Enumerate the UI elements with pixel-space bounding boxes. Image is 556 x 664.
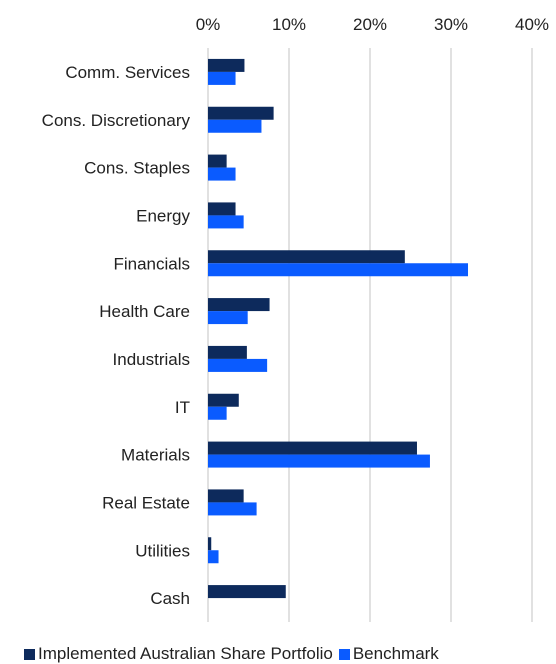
category-label: Comm. Services	[65, 63, 190, 82]
legend: Implemented Australian Share Portfolio B…	[24, 644, 445, 664]
x-tick-label: 40%	[515, 15, 549, 34]
category-label: Cash	[150, 589, 190, 608]
category-label: Cons. Discretionary	[42, 111, 191, 130]
gridlines	[207, 48, 533, 622]
bar-portfolio	[208, 202, 236, 216]
category-label: Materials	[121, 446, 190, 465]
bar-portfolio	[208, 489, 244, 503]
category-label: Utilities	[135, 541, 190, 560]
legend-label-benchmark: Benchmark	[352, 644, 439, 663]
bar-benchmark	[208, 454, 430, 468]
bar-benchmark	[208, 215, 244, 229]
x-axis-ticks: 0% 10% 20% 30% 40%	[196, 15, 549, 34]
category-labels: Comm. Services Cons. Discretionary Cons. S…	[42, 63, 191, 608]
bar-chart: 0% 10% 20% 30% 40% Comm. Services Cons. Discr…	[42, 15, 549, 622]
legend-swatch-benchmark	[338, 648, 350, 660]
x-tick-label: 20%	[353, 15, 387, 34]
bar-benchmark	[208, 311, 248, 325]
category-label: Industrials	[113, 350, 190, 369]
bar-portfolio	[208, 154, 227, 168]
category-label: Energy	[136, 206, 190, 225]
legend-item-benchmark: Benchmark	[338, 644, 439, 664]
bar-portfolio	[208, 441, 417, 455]
x-tick-label: 0%	[196, 15, 221, 34]
bar-portfolio	[208, 250, 405, 264]
bar-benchmark	[208, 119, 262, 133]
bar-portfolio	[208, 537, 212, 551]
bar-portfolio	[208, 345, 247, 359]
category-label: Real Estate	[102, 493, 190, 512]
bar-portfolio	[208, 585, 286, 599]
legend-item-portfolio: Implemented Australian Share Portfolio	[24, 644, 333, 664]
bar-benchmark	[208, 358, 268, 372]
bar-benchmark	[208, 550, 219, 564]
legend-label-portfolio: Implemented Australian Share Portfolio	[38, 644, 333, 663]
bar-benchmark	[208, 71, 236, 85]
bar-portfolio	[208, 58, 245, 72]
legend-swatch-portfolio	[24, 648, 35, 660]
x-tick-label: 30%	[434, 15, 468, 34]
bar-benchmark	[208, 167, 236, 181]
bars	[208, 58, 469, 599]
bar-portfolio	[208, 298, 270, 312]
bar-portfolio	[208, 106, 274, 120]
category-label: Health Care	[99, 302, 190, 321]
bar-benchmark	[208, 406, 227, 420]
bar-benchmark	[208, 502, 257, 516]
category-label: IT	[175, 398, 190, 417]
category-label: Cons. Staples	[84, 159, 190, 178]
x-tick-label: 10%	[272, 15, 306, 34]
bar-benchmark	[208, 263, 469, 277]
category-label: Financials	[113, 254, 190, 273]
bar-portfolio	[208, 393, 239, 407]
